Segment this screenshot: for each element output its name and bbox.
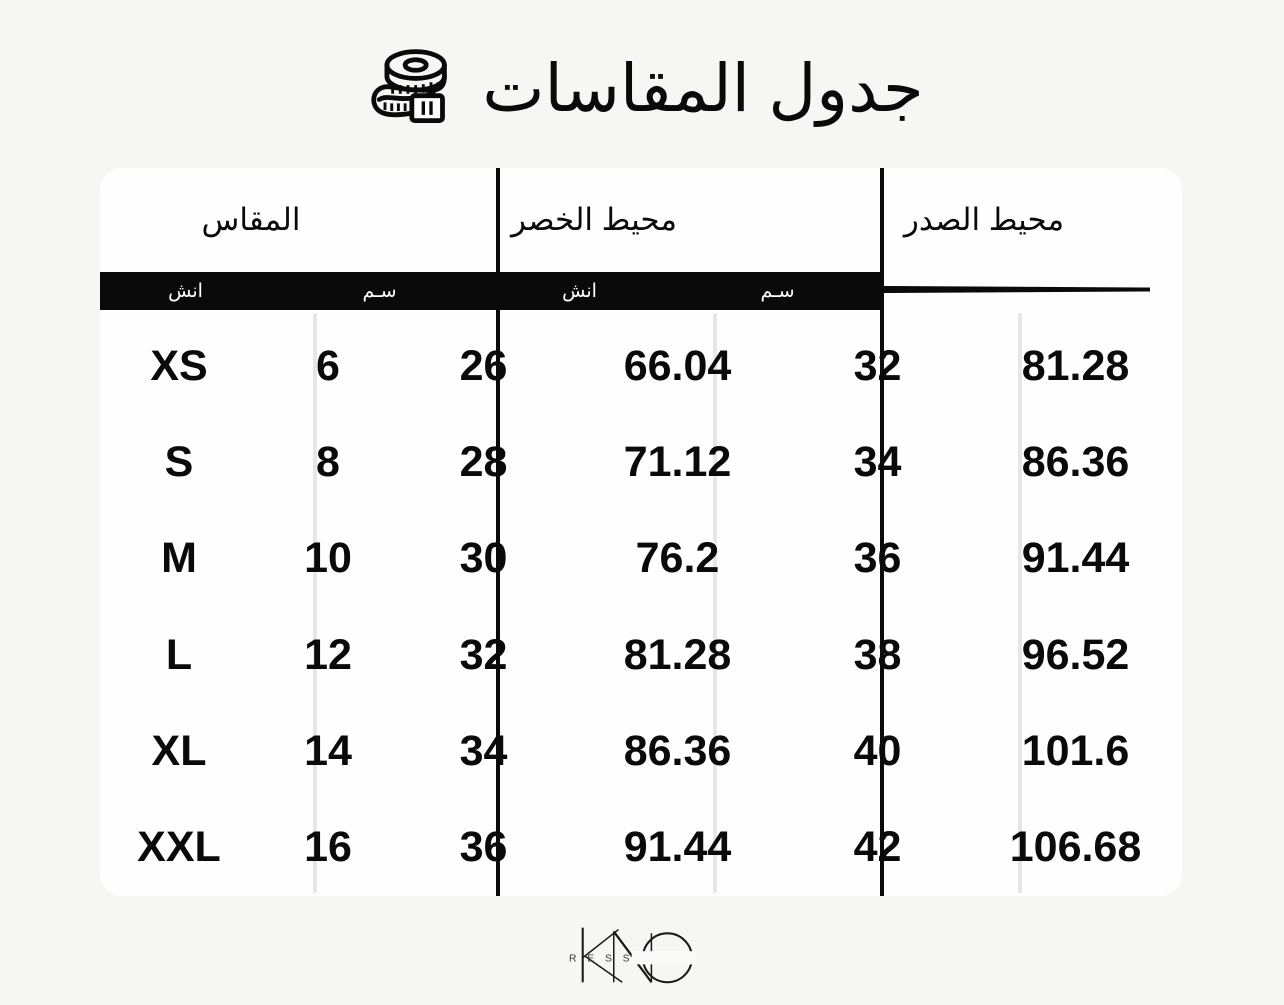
cell-size-number: 16 (304, 823, 352, 872)
size-column-divider-rule (884, 286, 1150, 293)
cell-waist-cm: 76.2 (635, 534, 720, 583)
unit-header-chest-inch: انش (562, 280, 597, 302)
unit-header-waist-cm: سـم (362, 280, 397, 302)
cell-waist-inch: 26 (459, 341, 508, 390)
table-row: 81.28 32 66.04 26 6 XS (100, 318, 1182, 414)
cell-chest-inch: 42 (853, 823, 902, 872)
table-row: 86.36 34 71.12 28 8 S (100, 414, 1182, 510)
brand-logo: A D R E S S (0, 916, 1284, 992)
table-row: 106.68 42 91.44 36 16 XXL (100, 799, 1182, 895)
cell-chest-cm: 81.28 (1021, 341, 1130, 390)
cell-size-label: S (164, 437, 194, 486)
cell-waist-inch: 36 (459, 823, 508, 872)
cell-chest-cm: 96.52 (1021, 630, 1130, 679)
cell-chest-inch: 38 (853, 630, 902, 679)
cell-chest-inch: 36 (853, 534, 902, 583)
table-row: 91.44 36 76.2 30 10 M (100, 511, 1182, 607)
cell-waist-cm: 71.12 (623, 437, 732, 486)
cell-waist-cm: 91.44 (623, 823, 732, 872)
measuring-tape-icon (360, 42, 456, 134)
unit-header-waist-inch: انش (168, 280, 203, 302)
cell-size-label: XS (150, 341, 208, 390)
cell-chest-cm: 106.68 (1009, 823, 1142, 872)
cell-chest-cm: 101.6 (1021, 726, 1130, 775)
table-body: 81.28 32 66.04 26 6 XS 86.36 34 71.12 28… (100, 318, 1182, 896)
size-chart-card: محيط الصدر محيط الخصر المقاس سـم انش سـم… (100, 168, 1182, 896)
cell-waist-cm: 81.28 (623, 630, 732, 679)
subcolumn-divider-waist (713, 313, 717, 893)
cell-waist-inch: 28 (459, 437, 508, 486)
page-title: جدول المقاسات (482, 51, 924, 125)
cell-size-label: XXL (137, 823, 221, 872)
cell-waist-inch: 30 (459, 534, 508, 583)
cell-size-number: 12 (304, 630, 352, 679)
cell-chest-cm: 91.44 (1021, 534, 1130, 583)
cell-size-number: 8 (316, 437, 340, 486)
cell-size-label: M (161, 534, 197, 583)
cell-waist-inch: 32 (459, 630, 508, 679)
unit-header-chest-cm: سـم (760, 280, 795, 302)
column-divider-chest-waist (496, 168, 500, 896)
cell-size-number: 14 (304, 726, 352, 775)
cell-chest-inch: 34 (853, 437, 902, 486)
cell-waist-inch: 34 (459, 726, 508, 775)
column-divider-waist-size (880, 168, 884, 896)
table-unit-header-band: سـم انش سـم انش (100, 272, 884, 310)
table-group-header-row: محيط الصدر محيط الخصر المقاس (100, 168, 1182, 272)
logo-subtext: A D R E S S (562, 954, 634, 965)
subcolumn-divider-size (1018, 313, 1022, 893)
cell-size-label: XL (151, 726, 207, 775)
subcolumn-divider-chest (313, 313, 317, 893)
group-header-waist: محيط الخصر (510, 202, 678, 237)
cell-size-number: 10 (304, 534, 352, 583)
page-header: جدول المقاسات (0, 28, 1284, 148)
group-header-size: المقاس (201, 202, 301, 237)
group-header-chest: محيط الصدر (903, 202, 1065, 237)
table-row: 96.52 38 81.28 32 12 L (100, 607, 1182, 703)
cell-chest-cm: 86.36 (1021, 437, 1130, 486)
cell-size-label: L (165, 630, 193, 679)
cell-chest-inch: 32 (853, 341, 902, 390)
table-row: 101.6 40 86.36 34 14 XL (100, 703, 1182, 799)
cell-size-number: 6 (316, 341, 340, 390)
cell-waist-cm: 86.36 (623, 726, 732, 775)
cell-waist-cm: 66.04 (623, 341, 732, 390)
cell-chest-inch: 40 (853, 726, 902, 775)
